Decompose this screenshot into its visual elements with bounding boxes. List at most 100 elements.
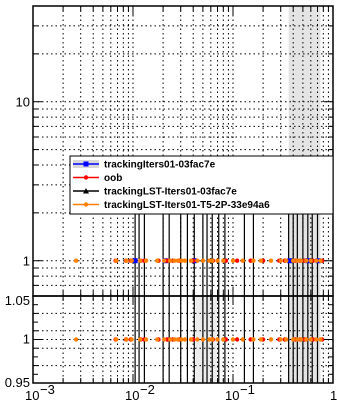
x-tick-exponent: −3	[40, 382, 55, 397]
legend-entry: oob	[73, 173, 122, 184]
data-point	[167, 337, 173, 342]
y-ticks-upper	[33, 5, 333, 297]
data-point	[143, 258, 149, 263]
y-tick-label: 1	[23, 254, 30, 269]
series-ratio-trackingLST-Iters01-T5-2P-33e94a6	[73, 337, 323, 342]
legend-marker	[83, 202, 89, 207]
data-point	[318, 337, 323, 342]
data-point	[283, 337, 289, 342]
data-point	[172, 258, 177, 263]
x-tick-exponent: −1	[240, 382, 255, 397]
data-point	[234, 258, 240, 263]
y-tick-label: 0.95	[5, 375, 30, 390]
data-point	[175, 258, 180, 263]
data-point	[240, 337, 245, 342]
series-upper-trackingLST-Iters01-T5-2P-33e94a6	[73, 258, 323, 263]
data-point	[175, 337, 180, 342]
x-tick-label: 10	[125, 388, 139, 403]
data-point	[129, 258, 134, 263]
data-point	[114, 258, 119, 263]
x-tick-label: 1	[330, 388, 337, 403]
y-ticks-ratio	[33, 295, 333, 384]
data-point	[167, 258, 173, 263]
data-point	[200, 337, 206, 342]
data-point	[295, 337, 300, 342]
data-point	[143, 337, 149, 342]
data-point	[291, 258, 296, 263]
x-tick-label: 10	[25, 388, 39, 403]
data-point	[182, 258, 188, 263]
data-point	[268, 258, 274, 263]
legend-entry: trackingLST-Iters01-03fac7e	[73, 187, 237, 198]
data-point	[210, 258, 215, 263]
data-point	[287, 258, 293, 264]
data-point	[221, 258, 226, 263]
data-point	[114, 337, 119, 342]
data-point	[155, 337, 160, 342]
data-point	[298, 258, 304, 263]
data-point	[172, 337, 177, 342]
data-point	[258, 337, 264, 342]
data-point	[304, 258, 309, 263]
data-point	[73, 258, 79, 263]
data-point	[278, 258, 283, 263]
legend-label: oob	[104, 173, 122, 184]
data-point	[179, 258, 184, 263]
legend-label: trackingLST-Iters01-T5-2P-33e94a6	[104, 200, 270, 211]
data-point	[295, 258, 300, 263]
y-tick-label: 1.05	[5, 293, 30, 308]
x-ticks	[32, 6, 334, 383]
legend-label: trackingLST-Iters01-03fac7e	[104, 187, 237, 198]
data-point	[137, 337, 143, 342]
data-point	[251, 258, 256, 263]
data-point	[318, 258, 323, 263]
data-point	[304, 337, 309, 342]
data-point	[278, 337, 283, 342]
data-point	[251, 337, 256, 342]
data-point	[137, 258, 143, 263]
y-grid-upper	[33, 5, 333, 297]
data-point	[155, 258, 160, 263]
legend-entry: trackingIters01-03fac7e	[73, 160, 216, 171]
data-point	[215, 337, 220, 342]
data-point	[200, 258, 206, 263]
legend-box	[69, 155, 334, 215]
upper-frame	[32, 5, 334, 297]
data-point	[314, 337, 319, 342]
data-point	[161, 258, 167, 263]
data-point	[161, 337, 167, 342]
data-point	[124, 337, 129, 342]
data-point	[234, 337, 240, 342]
data-point	[298, 337, 304, 342]
data-point	[132, 258, 138, 264]
y-tick-label: 1	[23, 332, 30, 347]
data-point	[179, 337, 184, 342]
data-point	[291, 337, 296, 342]
legend-label: trackingIters01-03fac7e	[104, 160, 216, 171]
data-point	[73, 337, 79, 342]
data-point	[308, 337, 314, 342]
data-point	[215, 258, 220, 263]
legend-marker	[83, 175, 89, 180]
x-tick-exponent: −2	[140, 382, 155, 397]
data-point	[268, 337, 274, 342]
data-point	[188, 337, 194, 342]
legend-marker	[83, 161, 89, 167]
data-point	[129, 337, 134, 342]
data-point	[210, 337, 215, 342]
data-point	[230, 258, 236, 263]
data-point	[314, 258, 319, 263]
data-point	[188, 258, 194, 263]
data-point	[283, 258, 289, 263]
data-point	[258, 258, 264, 263]
data-point	[124, 258, 129, 263]
legend-entry: trackingLST-Iters01-T5-2P-33e94a6	[73, 200, 270, 211]
data-point	[182, 337, 188, 342]
legend-marker	[83, 188, 89, 194]
data-point	[230, 337, 236, 342]
data-point	[195, 337, 200, 342]
legend: trackingIters01-03fac7e oob trackingLST-It…	[69, 155, 334, 215]
data-point	[308, 258, 314, 263]
y-tick-label: 10	[16, 95, 30, 110]
